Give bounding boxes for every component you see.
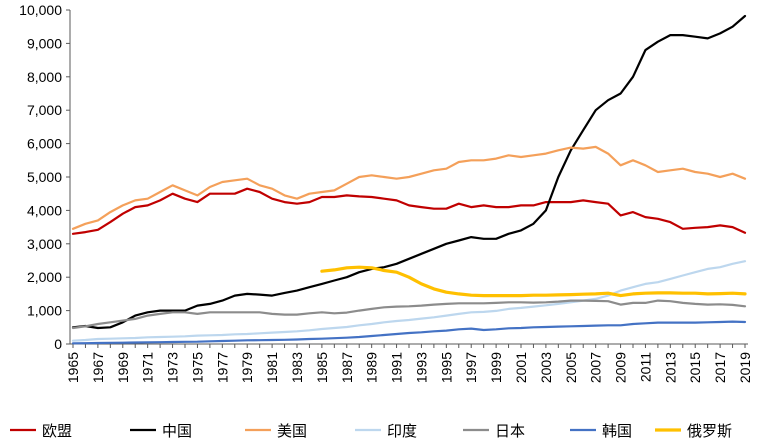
x-tick-label: 1991	[389, 352, 405, 383]
series-lines	[71, 14, 747, 345]
series-line-2	[71, 145, 747, 230]
x-tick-label: 2009	[613, 352, 629, 383]
x-tick-label: 1987	[339, 352, 355, 383]
x-tick-label: 1997	[463, 352, 479, 383]
x-tick-label: 1989	[364, 352, 380, 383]
x-tick-label: 1967	[90, 352, 106, 383]
x-tick-label: 1985	[314, 352, 330, 383]
legend: 欧盟 中国 美国 印度 日本 韩国 俄罗斯	[10, 423, 732, 440]
x-tick-label: 1973	[165, 352, 181, 383]
legend-label: 俄罗斯	[687, 423, 732, 440]
series-line-1	[71, 14, 747, 330]
y-tick-label: 5,000	[27, 169, 62, 185]
x-tick-label: 2019	[737, 352, 753, 383]
x-tick-label: 1999	[488, 352, 504, 383]
y-tick-label: 6,000	[27, 136, 62, 152]
y-tick-label: 1,000	[27, 303, 62, 319]
y-tick-label: 10,000	[19, 2, 62, 18]
x-tick-label: 2015	[687, 352, 703, 383]
x-tick-label: 1993	[413, 352, 429, 383]
y-tick-label: 9,000	[27, 35, 62, 51]
y-tick-label: 7,000	[27, 102, 62, 118]
x-axis: 1965 1967 1969 1971 1973 1975 1977 1979 1981 1983…	[65, 343, 753, 383]
series-line-3	[71, 260, 747, 342]
series-line-6	[320, 265, 747, 298]
x-tick-label: 1995	[438, 352, 454, 383]
x-tick-label: 1977	[214, 352, 230, 383]
x-tick-label: 2003	[538, 352, 554, 383]
x-tick-label: 2001	[513, 352, 529, 383]
x-tick-label: 2005	[563, 352, 579, 383]
y-axis: 0 1,000 2,000 3,000 4,000 5,000 6,000 7,000 8,00…	[19, 2, 71, 352]
x-tick-label: 2011	[637, 352, 653, 382]
series-line-0	[71, 187, 747, 235]
x-tick-label: 2013	[662, 352, 678, 383]
x-tick-label: 2007	[588, 352, 604, 383]
y-tick-label: 8,000	[27, 69, 62, 85]
x-tick-label: 2017	[712, 352, 728, 383]
legend-label: 中国	[162, 423, 192, 440]
x-tick-label: 1965	[65, 352, 81, 383]
legend-label: 美国	[277, 423, 307, 440]
y-tick-label: 0	[54, 336, 62, 352]
legend-label: 日本	[495, 423, 525, 440]
legend-label: 韩国	[602, 423, 632, 440]
series-line-5	[71, 320, 747, 345]
series-line-4	[71, 299, 747, 330]
y-tick-label: 2,000	[27, 269, 62, 285]
x-tick-label: 1971	[140, 352, 156, 383]
x-tick-label: 1983	[289, 352, 305, 383]
legend-label: 印度	[387, 423, 417, 440]
x-tick-label: 1969	[115, 352, 131, 383]
legend-label: 欧盟	[42, 423, 72, 440]
x-tick-label: 1979	[239, 352, 255, 383]
x-tick-label: 1975	[189, 352, 205, 383]
x-tick-label: 1981	[264, 352, 280, 383]
y-tick-label: 3,000	[27, 236, 62, 252]
y-tick-label: 4,000	[27, 202, 62, 218]
